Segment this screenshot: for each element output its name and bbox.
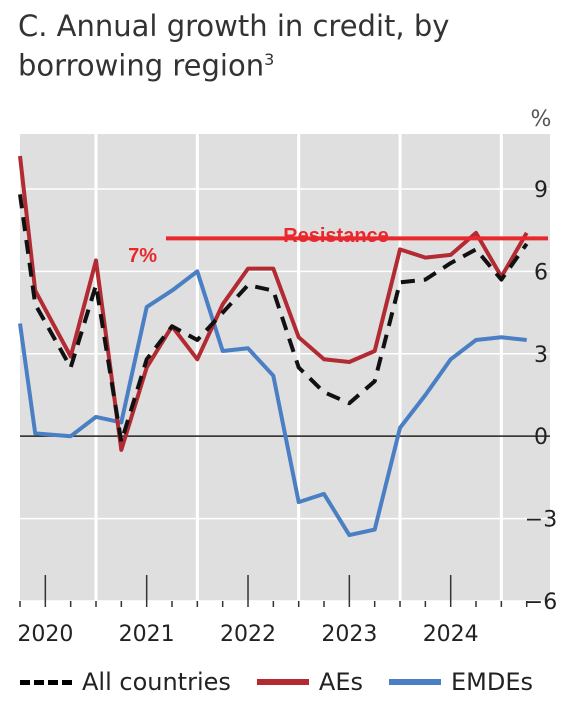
chart-title: C. Annual growth in credit, by borrowing… — [18, 10, 538, 83]
x-tick-label: 2020 — [17, 622, 73, 647]
legend-label-aes: AEs — [318, 668, 363, 696]
x-tick-label: 2021 — [119, 622, 175, 647]
legend: All countries AEs EMDEs — [20, 664, 559, 700]
x-tick-label: 2024 — [423, 622, 479, 647]
y-tick-label: 6 — [534, 260, 548, 285]
plot-background — [20, 134, 550, 601]
chart-title-text: C. Annual growth in credit, by borrowing… — [18, 9, 450, 83]
series-line-all-countries — [18, 194, 529, 444]
legend-label-emdes: EMDEs — [451, 668, 534, 696]
series-group — [18, 155, 529, 538]
resistance-level-label: 7% — [128, 245, 157, 267]
title-footnote: 3 — [264, 50, 275, 69]
y-axis: % 9 6 3 0 −3 −6 — [525, 107, 557, 615]
y-tick-label: 9 — [534, 178, 548, 203]
resistance-text: Resistance — [283, 225, 389, 247]
legend-item-emdes: EMDEs — [389, 668, 533, 696]
legend-swatch-aes — [256, 679, 309, 685]
y-unit-label: % — [531, 107, 552, 132]
legend-label-all-countries: All countries — [82, 668, 231, 696]
x-tick-label: 2022 — [220, 622, 276, 647]
series-line-aes — [18, 155, 529, 452]
y-tick-label: 3 — [534, 343, 548, 368]
y-tick-label: −6 — [525, 590, 557, 615]
x-tick-label: 2023 — [321, 622, 377, 647]
legend-swatch-emdes — [389, 679, 441, 685]
legend-item-aes: AEs — [256, 668, 363, 696]
resistance-annotation: 7% Resistance — [128, 225, 548, 267]
y-tick-label: −3 — [525, 508, 557, 533]
x-axis: 2020 2021 2022 2023 2024 — [17, 575, 528, 647]
series-line-emdes — [18, 269, 527, 538]
y-tick-label: 0 — [534, 425, 548, 450]
legend-item-all-countries: All countries — [20, 668, 231, 696]
legend-swatch-all-countries — [20, 679, 72, 685]
